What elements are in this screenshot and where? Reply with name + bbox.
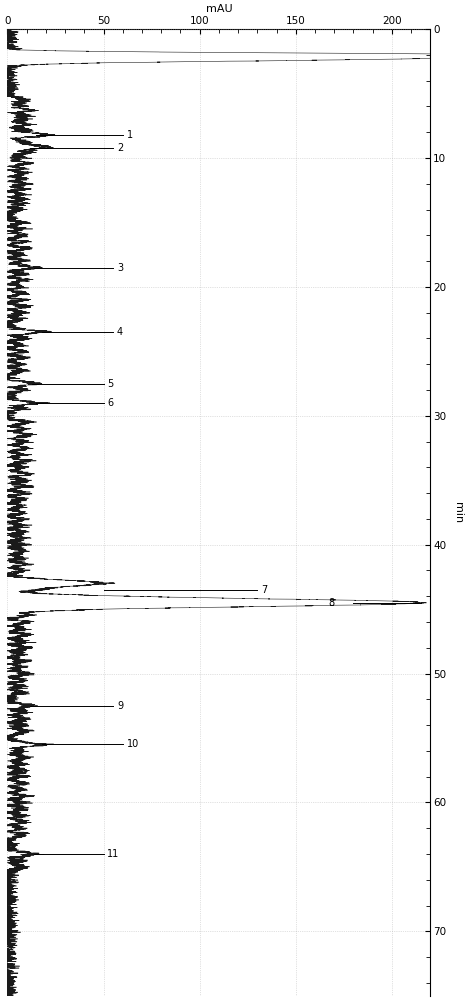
- Text: 7: 7: [261, 585, 268, 595]
- Text: 5: 5: [107, 379, 113, 389]
- Text: 2: 2: [117, 143, 123, 153]
- Text: 1: 1: [127, 130, 133, 140]
- Text: 8: 8: [328, 598, 334, 608]
- Text: 9: 9: [117, 701, 123, 711]
- X-axis label: mAU: mAU: [205, 4, 232, 14]
- Text: 4: 4: [117, 327, 123, 337]
- Text: 6: 6: [107, 398, 113, 408]
- Y-axis label: min: min: [453, 502, 463, 523]
- Text: 3: 3: [117, 263, 123, 273]
- Text: 10: 10: [127, 739, 139, 749]
- Text: 11: 11: [107, 849, 120, 859]
